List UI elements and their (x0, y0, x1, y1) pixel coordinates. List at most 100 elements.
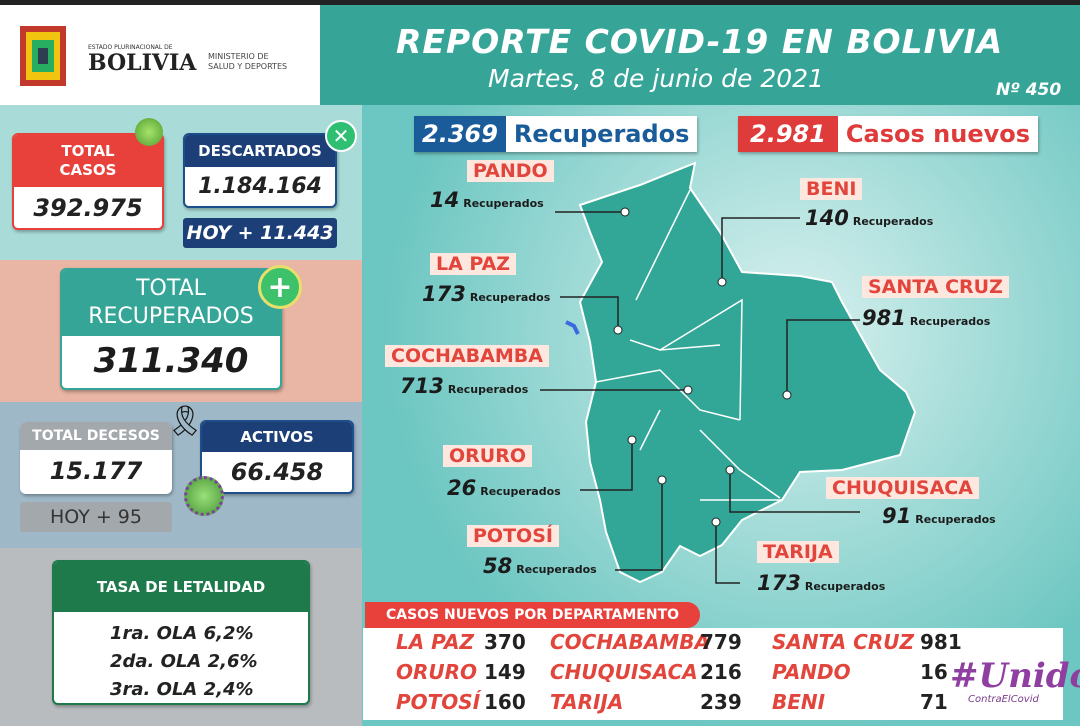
department-recovered: 91 Recuperados (882, 504, 996, 528)
leader-line (721, 217, 800, 282)
leader-line (729, 470, 860, 513)
department-name: POTOSÍ (467, 525, 559, 547)
table-name: COCHABAMBA (550, 630, 710, 654)
value: 91 (882, 504, 912, 528)
unit: Recuperados (804, 580, 886, 593)
table-title: CASOS NUEVOS POR DEPARTAMENTO (365, 602, 700, 628)
department-dot (782, 390, 792, 400)
department-recovered: 981 Recuperados (862, 306, 990, 330)
unit: Recuperados (909, 315, 991, 328)
hashtag-sub: ContraElCovid (968, 694, 1039, 705)
table-name: LA PAZ (396, 630, 474, 654)
table-value: 239 (700, 690, 742, 714)
department-dot (627, 435, 637, 445)
label: Casos nuevos (837, 116, 1039, 152)
value: 713 (400, 374, 444, 398)
value: 173 (422, 282, 466, 306)
discarded-today: HOY + 11.443 (183, 218, 337, 248)
department-name: LA PAZ (430, 253, 517, 275)
logo-text: BOLIVIA (88, 50, 197, 76)
department-dot (717, 277, 727, 287)
label: TOTAL (61, 142, 115, 160)
new-cases-badge: 2.981 Casos nuevos (738, 116, 1039, 152)
deaths-today: HOY + 95 (20, 502, 172, 532)
department-dot (613, 325, 623, 335)
value: 14 (430, 188, 460, 212)
date: Martes, 8 de junio de 2021 (488, 64, 824, 93)
logo-icon (20, 26, 66, 86)
unit: Recuperados (915, 513, 996, 526)
title: REPORTE COVID-19 EN BOLIVIA (396, 22, 1004, 61)
deaths-card: TOTAL DECESOS 15.177 (20, 422, 172, 494)
department-recovered: 173 Recuperados (757, 571, 885, 595)
report-number: Nº 450 (996, 80, 1062, 100)
lethality-row: 3ra. OLA 2,4% (110, 679, 254, 700)
label: TASA DE LETALIDAD (54, 562, 308, 612)
ministry-line: SALUD Y DEPORTES (208, 62, 288, 71)
value: 66.458 (230, 458, 324, 486)
virus-icon (184, 476, 224, 516)
lethality-card: TASA DE LETALIDAD 1ra. OLA 6,2% 2da. OLA… (52, 560, 310, 705)
department-name: COCHABAMBA (385, 345, 549, 367)
leader-line (715, 522, 740, 584)
table-value: 149 (484, 660, 526, 684)
unit: Recuperados (447, 383, 529, 396)
label: Recuperados (505, 116, 698, 152)
logo-top: ESTADO PLURINACIONAL DE (88, 44, 173, 51)
value: 173 (757, 571, 801, 595)
lethality-row: 1ra. OLA 6,2% (110, 623, 254, 644)
recovered-card: TOTAL RECUPERADOS 311.340 (60, 268, 282, 390)
x-icon: ✕ (325, 120, 357, 152)
value: 1.184.164 (198, 173, 322, 199)
unit: Recuperados (463, 197, 544, 210)
department-recovered: 14 Recuperados (430, 188, 544, 212)
title-band (320, 5, 1080, 105)
table-value: 370 (484, 630, 526, 654)
lethality-row: 2da. OLA 2,6% (110, 651, 258, 672)
department-recovered: 713 Recuperados (400, 374, 528, 398)
leader-line (615, 480, 663, 571)
department-recovered: 58 Recuperados (483, 554, 597, 578)
table-value: 981 (920, 630, 962, 654)
department-dot (657, 475, 667, 485)
plus-icon: + (258, 265, 302, 309)
hashtag: #Unidos (950, 656, 1080, 696)
ministry-line: MINISTERIO DE (208, 52, 269, 61)
leader-line (786, 319, 860, 395)
table-name: BENI (772, 690, 826, 714)
department-name: ORURO (443, 445, 532, 467)
department-name: PANDO (467, 160, 554, 182)
value: 58 (483, 554, 513, 578)
table-name: PANDO (772, 660, 851, 684)
table-value: 160 (484, 690, 526, 714)
unit: Recuperados (516, 563, 597, 576)
value: 15.177 (49, 457, 143, 485)
department-name: BENI (800, 178, 863, 200)
department-name: SANTA CRUZ (862, 276, 1009, 298)
card-header: TOTAL RECUPERADOS (62, 270, 280, 336)
department-name: CHUQUISACA (826, 477, 979, 499)
table-value: 16 (920, 660, 948, 684)
department-recovered: 140 Recuperados (805, 206, 933, 230)
table-name: ORURO (396, 660, 478, 684)
table-name: POTOSÍ (396, 690, 481, 714)
table-value: 71 (920, 690, 948, 714)
label: RECUPERADOS (88, 304, 254, 329)
department-dot (683, 385, 693, 395)
table-value: 216 (700, 660, 742, 684)
value: 311.340 (93, 341, 249, 381)
department-name: TARIJA (757, 541, 839, 563)
value: 392.975 (33, 194, 143, 222)
label: CASOS (59, 161, 117, 179)
table-name: TARIJA (550, 690, 624, 714)
discarded-card: DESCARTADOS 1.184.164 (183, 133, 337, 208)
label: TOTAL (136, 276, 206, 301)
department-recovered: 173 Recuperados (422, 282, 550, 306)
value: 140 (805, 206, 849, 230)
department-recovered: 26 Recuperados (447, 476, 561, 500)
unit: Recuperados (852, 215, 934, 228)
ministry: MINISTERIO DE SALUD Y DEPORTES (208, 52, 287, 72)
table-bg (363, 628, 1063, 720)
leader-line (580, 440, 633, 491)
